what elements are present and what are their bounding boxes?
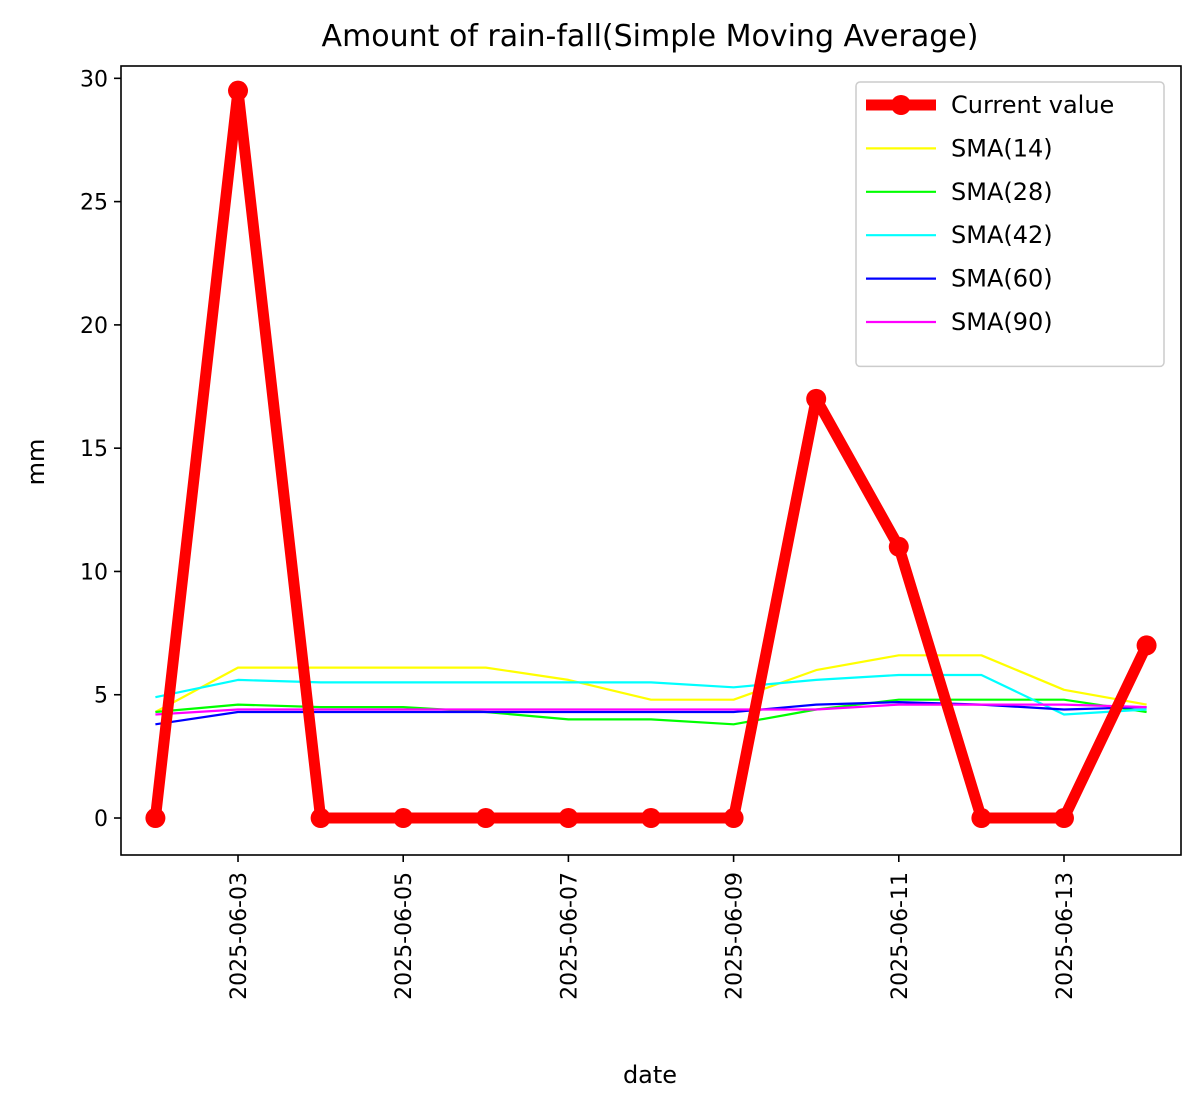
x-tick-label: 2025-06-07	[557, 872, 582, 1000]
y-tick-label: 20	[80, 314, 108, 339]
legend: Current value SMA(14) SMA(28) SMA(42) SMA(60…	[855, 81, 1165, 368]
y-axis-label: mm	[22, 439, 50, 486]
data-point	[888, 536, 909, 557]
x-tick-label: 2025-06-05	[392, 872, 417, 1000]
x-tick-label: 2025-06-11	[888, 872, 913, 1000]
x-tick-label: 2025-06-13	[1053, 872, 1078, 1000]
y-tick-label: 0	[94, 807, 108, 832]
legend-label: SMA(42)	[951, 221, 1053, 249]
data-point	[228, 80, 249, 101]
x-tick-label: 2025-06-03	[227, 872, 252, 1000]
x-tick-label: 2025-06-09	[723, 872, 748, 1000]
data-point	[475, 808, 496, 829]
data-point	[971, 808, 992, 829]
legend-marker	[891, 95, 911, 115]
legend-box	[855, 81, 1165, 368]
plot-area	[145, 80, 1157, 829]
series-line-2	[155, 698, 1147, 726]
data-point	[393, 808, 414, 829]
axes-frame	[120, 65, 1182, 856]
legend-label: SMA(60)	[951, 265, 1053, 293]
data-point	[1053, 808, 1074, 829]
data-point	[723, 808, 744, 829]
y-tick-label: 15	[80, 437, 108, 462]
legend-label: SMA(14)	[951, 134, 1053, 162]
data-point	[641, 808, 661, 829]
data-point	[1136, 635, 1157, 656]
y-tick-label: 30	[80, 67, 108, 92]
legend-label: SMA(90)	[951, 308, 1053, 336]
axes: 0 5 10 15 20 25 30 2025-06-03 2025-06-05 2025-06-…	[80, 65, 1182, 1000]
series-line-1	[154, 654, 1147, 713]
x-axis-label: date	[623, 1061, 677, 1089]
data-point	[310, 808, 331, 829]
data-point	[558, 808, 579, 829]
y-tick-label: 5	[94, 684, 108, 709]
data-point	[806, 388, 827, 409]
series-line-5	[155, 703, 1147, 716]
chart-title: Amount of rain-fall(Simple Moving Averag…	[322, 19, 979, 54]
legend-label: SMA(28)	[951, 178, 1053, 206]
y-tick-label: 10	[80, 560, 108, 585]
legend-label: Current value	[951, 91, 1114, 119]
y-tick-label: 25	[80, 191, 108, 216]
series-line-3	[155, 673, 1147, 716]
data-point	[145, 808, 166, 829]
